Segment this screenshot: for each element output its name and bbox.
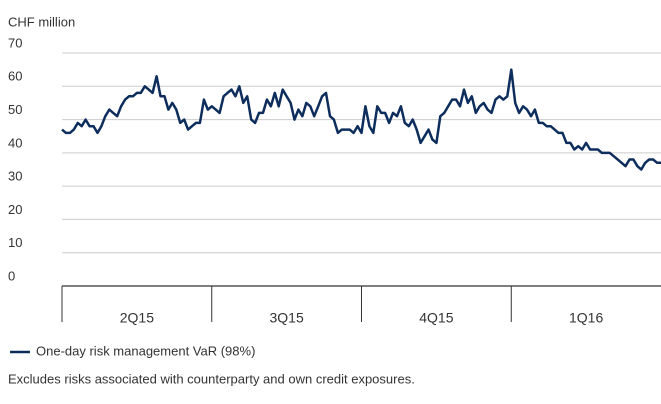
note: Excludes risks associated with counterpa… xyxy=(8,371,415,386)
legend-label: One-day risk management VaR (98%) xyxy=(36,343,255,358)
x-tick-label: 1Q16 xyxy=(569,310,603,326)
y-tick-label: 50 xyxy=(8,102,22,117)
y-tick-label: 40 xyxy=(8,135,22,150)
y-tick-label: 0 xyxy=(8,268,15,283)
x-tick-label: 3Q15 xyxy=(270,310,304,326)
x-tick-label: 2Q15 xyxy=(120,310,154,326)
y-tick-label: 60 xyxy=(8,69,22,84)
y-tick-label: 20 xyxy=(8,202,22,217)
x-tick-label: 4Q15 xyxy=(419,310,453,326)
data-line xyxy=(61,68,661,171)
y-tick-label: 10 xyxy=(8,235,22,250)
y-axis-label: CHF million xyxy=(8,14,75,29)
y-tick-label: 70 xyxy=(8,35,22,50)
y-tick-label: 30 xyxy=(8,169,22,184)
